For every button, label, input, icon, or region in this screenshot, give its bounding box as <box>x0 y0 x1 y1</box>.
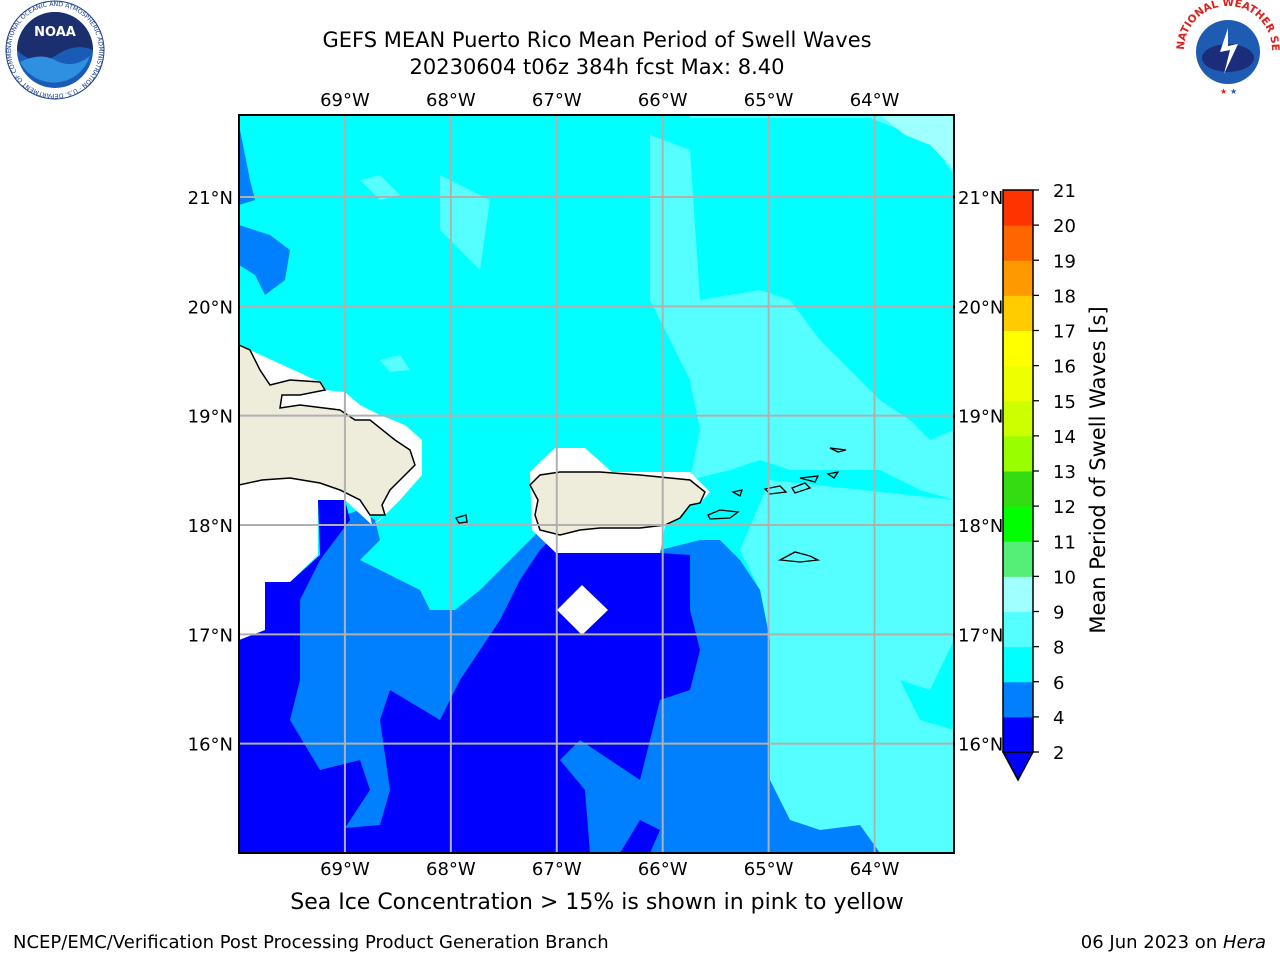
colorbar-tick-label: 21 <box>1053 181 1076 202</box>
colorbar-segment <box>1003 260 1033 296</box>
colorbar-segment <box>1003 506 1033 542</box>
colorbar-tick-label: 9 <box>1053 603 1064 624</box>
colorbar-tick-label: 11 <box>1053 532 1076 553</box>
lat-tick-label-left: 19°N <box>188 407 233 428</box>
mask-diamond <box>557 585 608 635</box>
lon-tick-label-bottom: 69°W <box>320 859 370 880</box>
noaa-logo-text: NOAA <box>34 25 76 40</box>
lat-tick-label-right: 19°N <box>958 407 1003 428</box>
footer-host: Hera <box>1222 932 1266 953</box>
land-hispaniola <box>239 344 416 516</box>
lat-tick-label-left: 18°N <box>188 516 233 537</box>
map-frame <box>238 114 955 854</box>
lon-tick-label-bottom: 67°W <box>532 859 582 880</box>
colorbar-label: Mean Period of Swell Waves [s] <box>1086 306 1110 633</box>
colorbar-tick-label: 10 <box>1053 567 1076 588</box>
footer-date: 06 Jun 2023 on Hera <box>1081 932 1266 953</box>
colorbar-segment <box>1003 541 1033 577</box>
island-virgin-islands <box>455 447 847 563</box>
noaa-logo: NATIONAL OCEANIC AND ATMOSPHERIC ADMINIS… <box>0 0 105 100</box>
colorbar-segment <box>1003 716 1033 753</box>
colorbar-tick-label: 2 <box>1053 743 1064 764</box>
colorbar-tick-label: 6 <box>1053 673 1064 694</box>
lat-tick-label-left: 17°N <box>188 625 233 646</box>
colorbar: 2 4 6 8 9 10 11 12 13 14 15 16 17 18 19 20 21 <box>1001 181 1076 782</box>
lon-tick-label-bottom: 65°W <box>744 859 794 880</box>
colorbar-segment <box>1003 330 1033 367</box>
colorbar-tick-label: 18 <box>1053 286 1076 307</box>
lat-tick-label-right: 21°N <box>958 188 1003 209</box>
colorbar-segment <box>1003 225 1033 261</box>
lon-tick-label-top: 66°W <box>638 90 688 111</box>
colorbar-tick-label: 15 <box>1053 392 1076 413</box>
lat-tick-label-right: 17°N <box>958 625 1003 646</box>
lat-tick-label-right: 18°N <box>958 516 1003 537</box>
lon-tick-label-bottom: 68°W <box>426 859 476 880</box>
colorbar-tick-label: 16 <box>1053 357 1076 378</box>
lat-tick-label-right: 16°N <box>958 735 1003 756</box>
lon-tick-label-top: 65°W <box>744 90 794 111</box>
colorbar-segment <box>1003 400 1033 437</box>
mask-hispaniola <box>239 345 422 640</box>
chart-subtitle: 20230604 t06z 384h fcst Max: 8.40 <box>409 55 785 79</box>
lon-tick-label-top: 64°W <box>850 90 900 111</box>
colorbar-tick-label: 19 <box>1053 251 1076 272</box>
lat-tick-label-left: 20°N <box>188 297 233 318</box>
colorbar-segment <box>1003 435 1033 472</box>
colorbar-tick-label: 17 <box>1053 322 1076 343</box>
svg-text:★: ★ <box>1220 87 1227 96</box>
colorbar-extend-min <box>1001 751 1035 782</box>
lon-tick-label-bottom: 66°W <box>638 859 688 880</box>
colorbar-tick-label: 13 <box>1053 462 1076 483</box>
lat-tick-label-left: 16°N <box>188 735 233 756</box>
colorbar-segment <box>1003 365 1033 402</box>
colorbar-tick-label: 4 <box>1053 708 1064 729</box>
colorbar-segment <box>1003 681 1033 718</box>
colorbar-segment <box>1003 611 1033 648</box>
swell-field-4-6 <box>239 125 880 853</box>
swell-field-9-10 <box>880 115 954 170</box>
lat-tick-label-right: 20°N <box>958 297 1003 318</box>
lon-tick-label-top: 68°W <box>426 90 476 111</box>
colorbar-segment <box>1003 646 1033 683</box>
axis-tick-labels: 69°W 69°W 68°W 68°W 67°W 67°W 66°W 66°W 65°W 65°W… <box>188 90 1004 880</box>
lon-tick-label-top: 67°W <box>532 90 582 111</box>
lon-tick-label-bottom: 64°W <box>850 859 900 880</box>
map-gridlines <box>239 115 954 853</box>
lon-tick-label-top: 69°W <box>320 90 370 111</box>
nws-logo: NATIONAL WEATHER SERVICE ★ ★ <box>1176 0 1280 97</box>
colorbar-tick-label: 12 <box>1053 497 1076 518</box>
colorbar-segment <box>1003 295 1033 331</box>
land-puerto-rico <box>529 471 706 536</box>
footer-branch: NCEP/EMC/Verification Post Processing Pr… <box>13 932 609 953</box>
colorbar-tick-label: 20 <box>1053 216 1076 237</box>
colorbar-segment <box>1003 576 1033 612</box>
lat-tick-label-left: 21°N <box>188 188 233 209</box>
svg-text:★: ★ <box>1230 87 1237 96</box>
sea-ice-note: Sea Ice Concentration > 15% is shown in … <box>290 890 904 915</box>
chart-title: GEFS MEAN Puerto Rico Mean Period of Swe… <box>322 28 872 52</box>
swell-field-8-9 <box>360 115 954 853</box>
colorbar-tick-label: 8 <box>1053 638 1064 659</box>
colorbar-segment <box>1003 471 1033 507</box>
footer-date-text: 06 Jun 2023 on <box>1080 932 1223 953</box>
colorbar-segment <box>1003 190 1033 226</box>
colorbar-tick-label: 14 <box>1053 427 1076 448</box>
